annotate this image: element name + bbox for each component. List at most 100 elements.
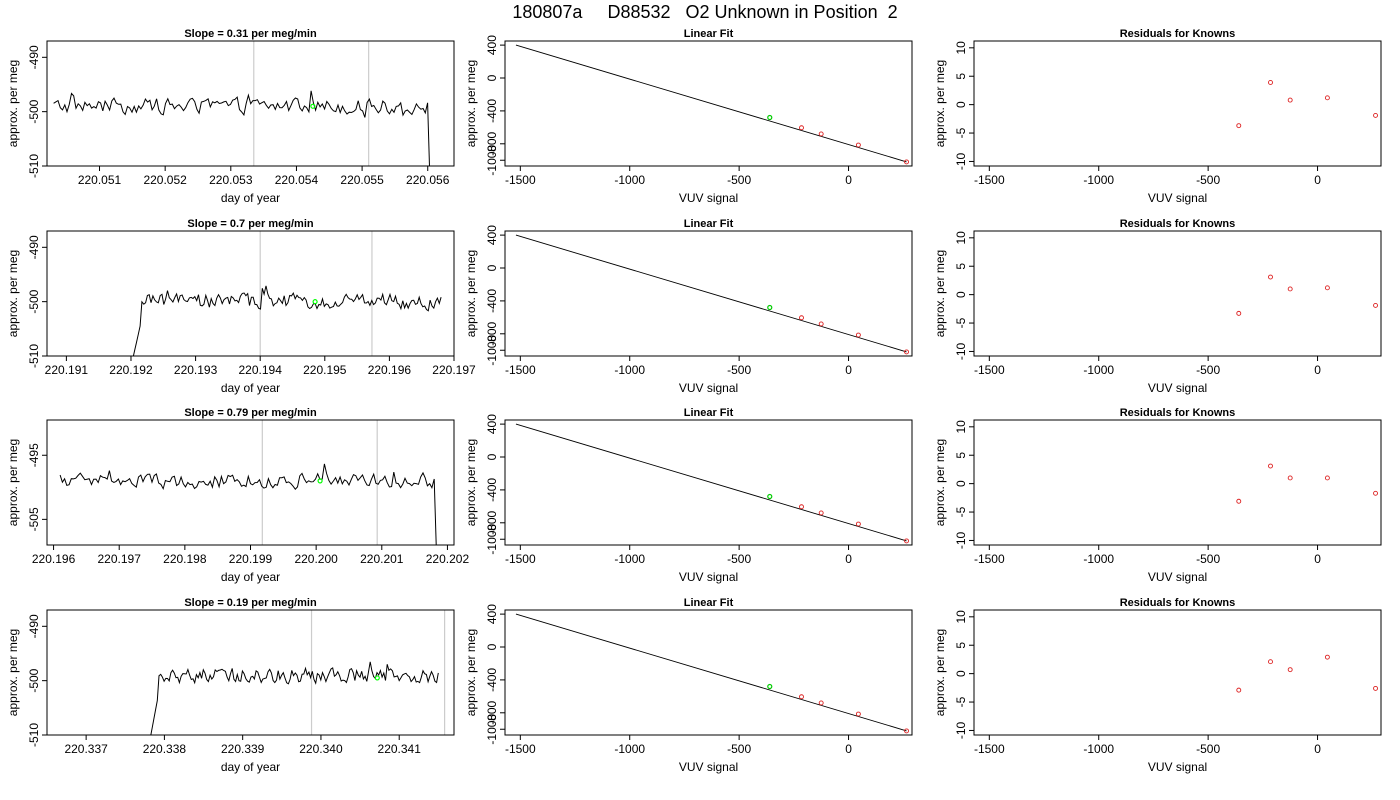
plot-frame [504,40,913,167]
unknown-marker [374,675,380,681]
x-tick-label: 220.340 [299,742,343,756]
y-tick-label: -1000 [485,524,499,555]
y-axis-label: approx. per meg [6,60,20,147]
x-tick-label: -1500 [974,173,1005,187]
known-point [799,694,804,700]
y-tick-label: 0 [485,453,499,460]
y-tick-label: -400 [485,668,499,692]
plot-frame [973,230,1382,357]
x-tick-label: 0 [845,173,852,187]
chart-panel: Residuals for Knowns -1500 -1000 -500 0 -10 -5… [933,407,1382,584]
known-point [1373,112,1378,118]
x-tick-label: -1500 [505,363,536,377]
x-axis-label: day of year [221,570,280,584]
x-axis-label: VUV signal [679,760,738,774]
x-tick-label: -500 [1196,552,1220,566]
y-tick-label: -5 [954,506,968,517]
fit-line [515,234,907,353]
x-tick-label: 220.341 [378,742,422,756]
x-tick-label: 220.053 [209,173,253,187]
y-tick-label: -1000 [485,145,499,176]
known-point [1324,285,1330,291]
x-tick-label: -1500 [505,173,536,187]
known-point [1236,310,1242,316]
y-tick-label: -10 [954,152,968,170]
y-tick-label: -1000 [485,714,499,745]
known-point [1268,659,1273,665]
known-point [818,321,824,327]
x-tick-label: -1000 [1083,552,1114,566]
panel-title: Residuals for Knowns [1120,597,1236,609]
x-tick-label: 220.191 [45,363,89,377]
x-tick-label: 0 [1314,173,1321,187]
x-tick-label: 220.197 [98,552,142,566]
plot-area [515,423,909,544]
known-point [1268,463,1273,469]
figure-title: 180807a D88532 O2 Unknown in Position 2 [512,2,897,22]
x-tick-label: -500 [727,552,751,566]
y-axis-label: approx. per meg [6,439,20,526]
x-tick-label: 220.198 [163,552,207,566]
known-point [1324,654,1330,660]
known-point [1287,667,1293,673]
plot-area [515,613,909,734]
known-point [1236,123,1242,129]
known-point [904,159,909,165]
plot-area [1236,654,1378,693]
known-point [904,538,909,544]
x-tick-label: -500 [727,742,751,756]
known-point [818,510,824,516]
x-axis-label: VUV signal [1148,381,1207,395]
y-tick-label: -1000 [485,335,499,366]
plot-area [150,661,439,735]
chart-panel: Linear Fit-1500 -1000 -500 0-1000-800-40004… [464,218,913,395]
unknown-marker [312,299,318,305]
y-tick-label: -10 [954,531,968,549]
x-tick-label: -1500 [505,742,536,756]
plot-area [53,90,430,166]
y-axis-label: approx. per meg [933,439,947,526]
plot-area [515,234,909,355]
y-tick-label: 0 [485,74,499,81]
known-point [1268,274,1273,280]
known-point [1287,97,1293,103]
fit-line [515,613,907,732]
y-axis-label: approx. per meg [933,250,947,337]
unknown-point [767,493,773,500]
panel-title: Linear Fit [684,218,734,230]
y-tick-label: 0 [954,480,968,487]
y-tick-label: 400 [485,414,499,434]
chart-panel: Linear Fit-1500 -1000 -500 0-1000-800-40004… [464,28,913,205]
y-tick-label: -800 [485,321,499,345]
x-tick-label: 0 [845,363,852,377]
y-tick-label: 0 [954,670,968,677]
plot-frame [46,40,455,167]
y-tick-label: 0 [485,643,499,650]
plot-frame [973,40,1382,167]
x-tick-label: -1500 [974,363,1005,377]
known-point [855,521,861,527]
x-axis-label: day of year [221,191,280,205]
unknown-point [767,114,773,121]
known-point [1236,687,1242,693]
known-point [1324,95,1330,101]
known-point [1268,80,1273,85]
x-tick-label: 220.054 [275,173,319,187]
x-tick-label: 220.192 [109,363,153,377]
known-point [818,131,824,137]
panel-title: Slope = 0.79 per meg/min [184,407,317,419]
panel-title: Residuals for Knowns [1120,28,1236,40]
series-line [150,661,439,735]
unknown-point [767,683,773,690]
y-tick-label: -505 [27,507,41,531]
y-axis-label: approx. per meg [464,250,478,337]
x-tick-label: -1000 [614,173,645,187]
x-tick-label: 0 [1314,552,1321,566]
known-point [799,125,804,131]
known-point [1236,498,1242,504]
y-tick-label: -800 [485,510,499,534]
known-point [1287,475,1293,481]
plot-frame [46,609,455,736]
x-tick-label: 220.201 [360,552,404,566]
x-tick-label: -500 [1196,173,1220,187]
